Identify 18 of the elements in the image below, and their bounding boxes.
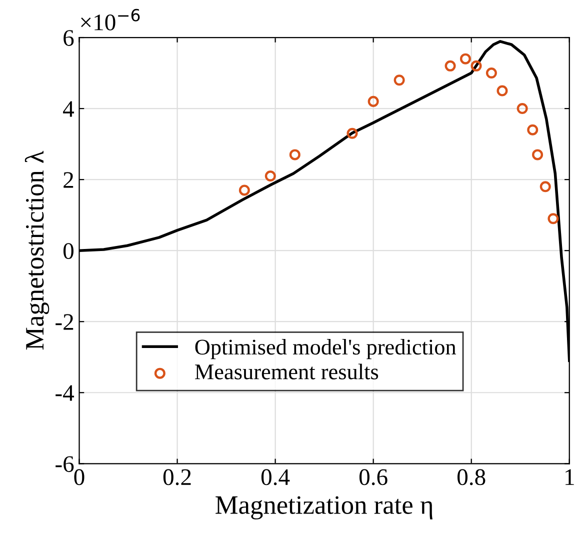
y-tick-label: -4 bbox=[56, 385, 74, 401]
y-tick-label: 6 bbox=[64, 30, 74, 46]
y-tick-label: 2 bbox=[64, 172, 74, 188]
y-tick-label: 4 bbox=[63, 101, 74, 117]
y-tick-label: -2 bbox=[56, 314, 74, 330]
y-tick-label: 0 bbox=[63, 243, 74, 260]
x-axis-title: Magnetization rate η bbox=[216, 496, 432, 520]
x-tick-label: 1 bbox=[566, 469, 574, 485]
x-tick-label: 0.8 bbox=[458, 469, 486, 486]
y-axis-title: Magnetostriction λ bbox=[24, 150, 50, 350]
legend-label: Optimised model's prediction bbox=[195, 338, 456, 360]
x-tick-label: 0.4 bbox=[261, 469, 290, 486]
x-tick-label: 0.6 bbox=[359, 469, 388, 486]
y-tick-label: -6 bbox=[56, 456, 74, 472]
legend-label: Measurement results bbox=[195, 364, 378, 380]
x-tick-label: 0 bbox=[74, 469, 84, 486]
x-tick-label: 0.2 bbox=[163, 469, 191, 486]
text: ×10$^{−6}$ bbox=[81, 8, 140, 30]
